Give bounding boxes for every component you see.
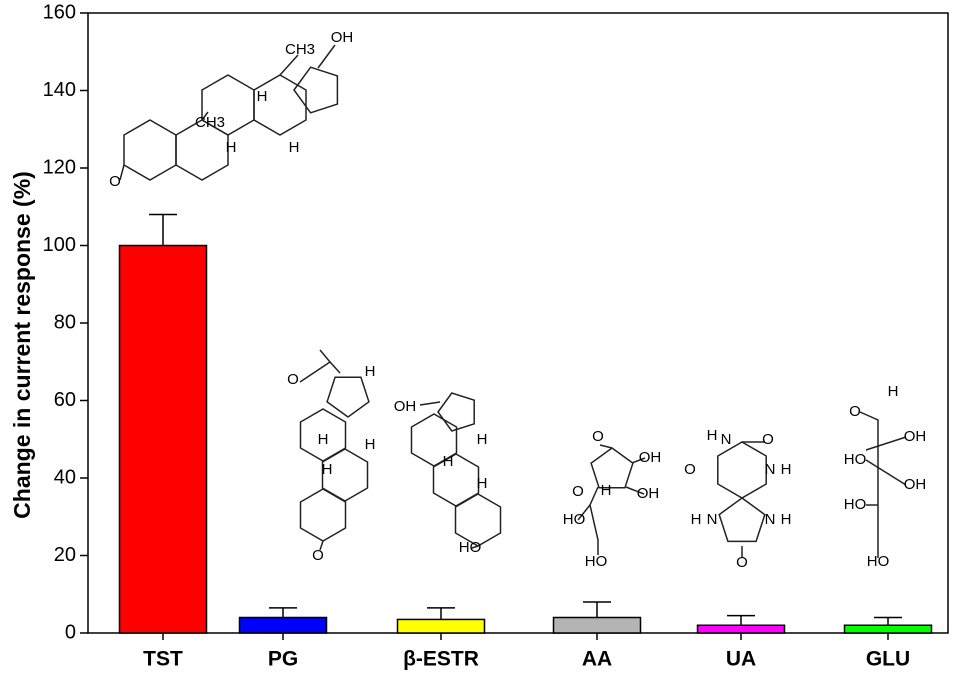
structure-bond [865, 436, 907, 451]
atom-label: N [765, 511, 776, 528]
atom-label: HO [844, 451, 867, 468]
structure-ring [293, 66, 339, 114]
y-tick-label: 120 [43, 156, 76, 178]
x-tick-label: PG [268, 648, 298, 671]
structure-ring [717, 441, 767, 499]
atom-label: HO [585, 553, 608, 570]
structure-ring [432, 453, 480, 507]
structure-ring [123, 119, 177, 181]
atom-label: H [365, 436, 376, 453]
y-tick-label: 160 [43, 1, 76, 23]
atom-label: OH [637, 485, 660, 502]
atom-label: N [765, 461, 776, 478]
structure-bond [317, 44, 336, 69]
y-tick-label: 40 [54, 466, 76, 488]
y-tick-label: 100 [43, 234, 76, 256]
atom-label: N [707, 511, 718, 528]
atom-label: HO [844, 496, 867, 513]
atom-label: H [888, 383, 899, 400]
y-tick-label: 140 [43, 79, 76, 101]
structure-bond [471, 545, 479, 549]
atom-label: HO [459, 539, 482, 556]
x-tick-label: AA [582, 648, 612, 671]
structure-ring [326, 376, 370, 418]
atom-label: H [477, 431, 488, 448]
atom-label: O [684, 461, 696, 478]
atom-label: OH [639, 449, 662, 466]
atom-label: H [781, 461, 792, 478]
structure-bond [631, 457, 646, 464]
y-axis-title: Change in current response (%) [9, 171, 35, 519]
atom-label: HO [563, 511, 586, 528]
bar [552, 616, 642, 634]
bar [696, 624, 786, 634]
structure-ring [590, 447, 634, 489]
structure-bond [119, 164, 125, 181]
atom-label: O [736, 554, 748, 571]
atom-label: O [592, 428, 604, 445]
structure-ring [321, 448, 369, 502]
atom-label: H [365, 363, 376, 380]
structure-bond [865, 459, 907, 486]
atom-label: H [322, 461, 333, 478]
atom-label: O [762, 431, 774, 448]
structure-ring [410, 413, 458, 467]
structure-bond [319, 540, 324, 551]
atom-label: O [312, 547, 324, 564]
atom-label: OH [904, 476, 927, 493]
atom-label: H [477, 475, 488, 492]
atom-label: OH [331, 29, 354, 46]
atom-label: N [721, 431, 732, 448]
x-tick-label: GLU [866, 648, 910, 671]
atom-label: O [849, 403, 861, 420]
atom-label: H [707, 427, 718, 444]
plot-frame [87, 12, 949, 634]
structure-ring [299, 408, 347, 462]
atom-label: OH [904, 428, 927, 445]
bar [118, 244, 208, 634]
atom-label: H [226, 139, 237, 156]
structure-bond [859, 411, 879, 558]
atom-label: O [287, 371, 299, 388]
atom-label: H [257, 88, 268, 105]
atom-label: H [601, 482, 612, 499]
structure-bond [419, 401, 441, 406]
atom-label: HO [867, 553, 890, 570]
atom-label: H [318, 431, 329, 448]
atom-label: H [781, 511, 792, 528]
structure-bond [625, 486, 645, 495]
y-tick-label: 0 [65, 621, 76, 643]
atom-label: OH [394, 398, 417, 415]
structure-ring [437, 392, 475, 432]
structure-bond [599, 444, 613, 449]
atom-label: CH3 [195, 114, 225, 131]
bar [396, 618, 486, 634]
structure-ring [253, 74, 307, 136]
structure-bond [201, 111, 209, 121]
atom-label: H [691, 511, 702, 528]
structure-bond [589, 504, 599, 555]
structure-bond [279, 54, 299, 76]
atom-label: H [443, 453, 454, 470]
y-tick-label: 80 [54, 311, 76, 333]
bar [238, 616, 328, 634]
bar [843, 624, 933, 634]
x-tick-label: UA [726, 648, 756, 671]
structure-ring [718, 497, 766, 543]
y-tick-label: 20 [54, 544, 76, 566]
atom-label: O [109, 173, 121, 190]
atom-label: CH3 [285, 41, 315, 58]
x-tick-label: β-ESTR [403, 648, 479, 671]
atom-label: H [289, 139, 300, 156]
y-tick-label: 60 [54, 389, 76, 411]
structure-bond [319, 349, 331, 363]
x-tick-label: TST [143, 648, 183, 671]
atom-label: O [572, 483, 584, 500]
